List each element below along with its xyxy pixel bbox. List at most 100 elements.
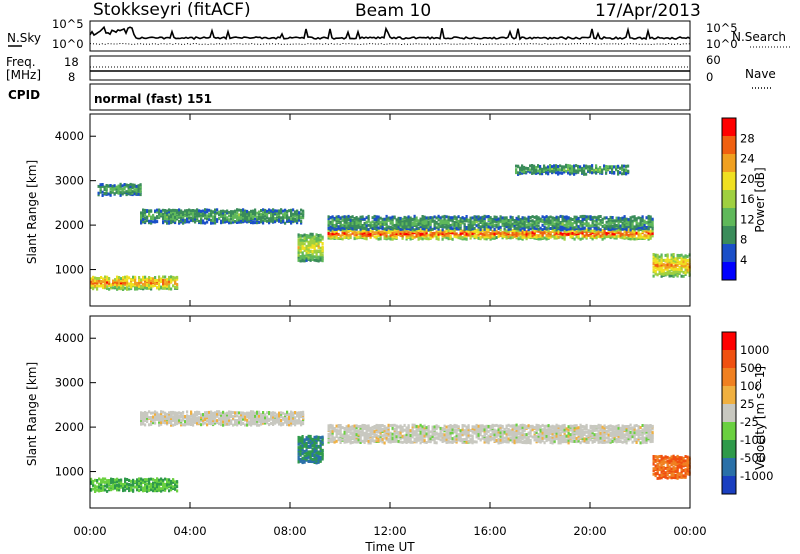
- power-cell: [347, 214, 350, 218]
- power-cell: [236, 218, 239, 222]
- power-cell: [303, 238, 306, 242]
- power-cell: [236, 214, 239, 218]
- power-cell: [146, 285, 149, 289]
- power-cell: [551, 165, 554, 169]
- velocity-cell: [421, 427, 424, 431]
- power-cell: [116, 287, 119, 291]
- power-cell: [222, 209, 225, 213]
- power-cell: [433, 215, 436, 219]
- power-cell: [156, 282, 159, 286]
- power-cell: [639, 216, 642, 220]
- power-cell: [353, 223, 356, 227]
- velocity-cell: [112, 478, 115, 481]
- power-cell: [230, 217, 233, 220]
- power-cell: [585, 232, 588, 236]
- velocity-cell: [250, 422, 253, 426]
- velocity-cell: [351, 431, 354, 435]
- power-cell: [148, 278, 151, 282]
- velocity-cell: [445, 434, 448, 438]
- power-cell: [202, 221, 205, 225]
- power-cell: [190, 216, 193, 220]
- power-cell: [298, 211, 301, 215]
- power-cell: [627, 218, 630, 222]
- power-cell: [192, 212, 195, 216]
- power-cell: [176, 283, 179, 286]
- power-cell: [565, 222, 568, 226]
- power-cell: [599, 167, 602, 171]
- power-cell: [335, 224, 338, 228]
- power-cell: [353, 230, 356, 234]
- power-cell: [559, 171, 562, 175]
- power-cell: [299, 235, 302, 239]
- velocity-cell: [172, 417, 175, 421]
- power-cell: [589, 217, 592, 221]
- velocity-cell: [431, 425, 434, 429]
- velocity-cell: [353, 433, 356, 437]
- power-cell: [680, 264, 683, 267]
- power-cell: [98, 277, 101, 281]
- power-cell: [182, 210, 185, 214]
- power-cell: [345, 215, 348, 219]
- power-cell: [381, 217, 384, 221]
- velocity-cell: [387, 425, 390, 429]
- velocity-cell: [208, 410, 211, 414]
- velocity-cell: [204, 414, 207, 418]
- velocity-cell: [140, 412, 143, 416]
- power-cell: [535, 221, 538, 225]
- power-cell: [220, 219, 223, 223]
- power-cell: [276, 213, 279, 217]
- velocity-cell: [194, 420, 197, 424]
- power-cell: [543, 225, 546, 229]
- power-cell: [118, 276, 121, 279]
- velocity-cell: [230, 419, 233, 423]
- velocity-cell: [317, 435, 320, 439]
- power-cell: [405, 232, 408, 236]
- velocity-cell: [335, 424, 338, 428]
- velocity-cell: [353, 436, 356, 440]
- velocity-cell: [248, 411, 251, 415]
- velocity-cell: [301, 458, 304, 462]
- power-cell: [361, 231, 364, 235]
- power-cell: [473, 231, 476, 235]
- power-cell: [453, 221, 456, 224]
- power-cell: [549, 219, 552, 223]
- power-cell: [127, 184, 130, 187]
- power-cell: [573, 215, 576, 219]
- power-cell: [513, 226, 516, 230]
- velocity-cell: [373, 430, 376, 434]
- velocity-cell: [104, 480, 107, 484]
- power-cell: [613, 236, 616, 240]
- power-cell: [365, 216, 368, 220]
- power-cell: [473, 234, 476, 238]
- velocity-cell: [419, 434, 422, 438]
- power-cell: [385, 217, 388, 221]
- power-cell: [132, 278, 135, 282]
- power-cell: [335, 222, 338, 226]
- power-cell: [435, 235, 438, 239]
- power-cell: [244, 212, 247, 216]
- power-cell: [569, 220, 572, 224]
- power-cell: [327, 232, 330, 235]
- velocity-cell: [329, 439, 332, 443]
- power-cell: [401, 236, 404, 240]
- power-cell: [519, 217, 522, 221]
- power-cell: [226, 216, 229, 220]
- velocity-cell: [321, 451, 324, 455]
- power-cell: [593, 219, 596, 223]
- power-cell: [515, 171, 518, 175]
- power-cell: [686, 262, 689, 266]
- power-cell: [413, 235, 416, 239]
- power-cell: [567, 232, 570, 236]
- power-cell: [682, 274, 685, 278]
- power-cell: [411, 221, 414, 225]
- power-cell: [113, 184, 116, 188]
- power-cell: [461, 217, 464, 221]
- power-cell: [375, 231, 378, 235]
- power-cell: [668, 265, 671, 269]
- power-cell: [262, 211, 265, 215]
- power-cell: [421, 232, 424, 236]
- power-cell: [198, 219, 201, 223]
- velocity-cell: [311, 452, 314, 456]
- power-cell: [457, 233, 460, 237]
- velocity-cell: [144, 419, 147, 422]
